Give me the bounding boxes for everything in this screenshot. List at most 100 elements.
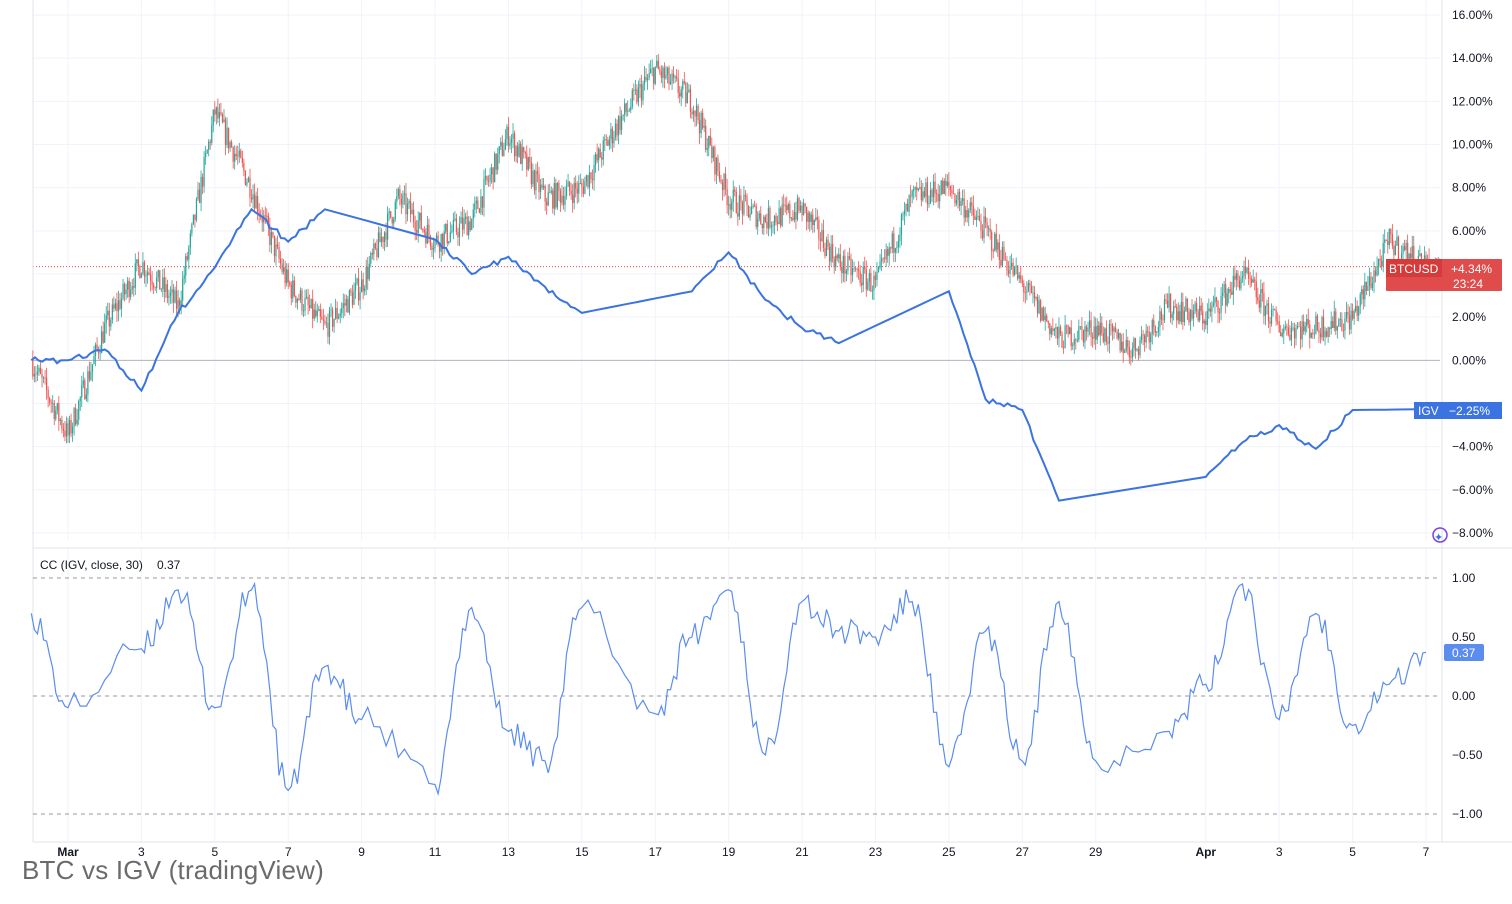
btc-candle <box>738 185 740 221</box>
btc-candle <box>1147 326 1149 337</box>
btc-candle <box>723 172 725 197</box>
btc-candle <box>1373 261 1375 293</box>
btc-candle <box>224 116 227 156</box>
btc-candle <box>451 224 453 234</box>
btc-candle <box>55 405 57 422</box>
btc-candle <box>122 278 124 301</box>
y-tick-main: −6.00% <box>1452 483 1493 497</box>
btc-candle <box>758 210 760 222</box>
btc-candle <box>194 214 196 228</box>
btc-candle <box>374 242 376 251</box>
btc-candle <box>1283 324 1285 345</box>
btc-candle <box>786 196 788 216</box>
btc-candle <box>1226 288 1228 308</box>
x-tick: 7 <box>285 845 292 859</box>
btc-candle <box>1258 294 1260 313</box>
btc-candle <box>870 266 872 293</box>
btc-candle <box>67 417 69 443</box>
btc-candle <box>110 317 112 331</box>
btc-candle <box>1107 336 1109 352</box>
btc-candle <box>1058 317 1060 348</box>
btc-candle <box>1345 301 1348 322</box>
btc-candle <box>1197 308 1199 323</box>
btc-candle <box>1405 239 1407 261</box>
btc-candle <box>1085 324 1088 341</box>
btc-candle <box>532 163 534 188</box>
btc-candle <box>832 235 834 263</box>
btc-candle <box>1043 306 1045 322</box>
btc-candle <box>341 302 343 319</box>
btc-candle <box>917 187 919 192</box>
btc-candle <box>957 188 959 209</box>
btc-candle <box>573 177 575 210</box>
btc-candle <box>241 150 243 168</box>
btc-candle <box>180 290 182 315</box>
btc-candle <box>1125 329 1127 353</box>
image-caption: BTC vs IGV (tradingView) <box>22 855 324 885</box>
btc-candle <box>1049 323 1051 341</box>
btc-candle <box>1038 295 1040 315</box>
btc-tag-value: +4.34% <box>1451 262 1492 276</box>
btc-candle <box>458 216 461 247</box>
btc-candle <box>691 107 693 119</box>
btc-candle <box>624 98 626 123</box>
btc-candle <box>639 77 641 98</box>
btc-candle <box>1370 271 1372 291</box>
btc-candle <box>117 290 120 322</box>
btc-candle <box>561 185 563 206</box>
btc-candle <box>348 289 351 316</box>
btc-candle <box>614 118 617 141</box>
btc-candle <box>523 146 525 159</box>
btc-candle <box>1122 332 1124 363</box>
btc-candle <box>559 188 562 212</box>
btc-candle <box>399 184 401 206</box>
btc-candle <box>99 344 101 361</box>
btc-candle <box>1153 314 1155 336</box>
btc-candle <box>1033 286 1036 307</box>
btc-candle <box>1322 309 1325 342</box>
btc-candle <box>1356 300 1358 321</box>
btc-candle <box>827 234 829 250</box>
btc-candle <box>611 126 614 153</box>
btc-candle <box>703 117 705 133</box>
btc-candle <box>140 272 143 278</box>
sparkle-icon[interactable]: ✦ <box>1432 527 1448 544</box>
btc-candle <box>58 396 60 432</box>
btc-candle <box>93 345 95 365</box>
btc-candle <box>1309 319 1311 349</box>
btc-candle <box>327 313 329 344</box>
btc-candle <box>154 286 156 291</box>
btc-candle <box>668 65 670 91</box>
btc-candle <box>1137 346 1140 361</box>
btc-candle <box>858 261 860 280</box>
btc-candle <box>309 294 311 312</box>
btc-candle <box>1243 260 1245 286</box>
btc-candle <box>809 211 811 232</box>
btc-candle <box>763 214 765 235</box>
btc-candle <box>945 173 947 196</box>
btc-candle <box>390 211 392 219</box>
btc-candle <box>351 284 354 309</box>
btc-candle <box>1066 324 1068 335</box>
btc-candle <box>1393 240 1395 263</box>
btc-candle <box>172 283 175 313</box>
btc-candle <box>229 140 231 152</box>
btc-candle <box>275 237 277 266</box>
btc-candle <box>1082 329 1085 347</box>
btc-candle <box>1277 312 1279 325</box>
x-tick: 5 <box>211 845 218 859</box>
btc-candle <box>1284 320 1286 331</box>
btc-candle <box>160 287 162 293</box>
btc-candle <box>328 306 331 345</box>
btc-candle <box>529 147 531 169</box>
btc-candle <box>920 180 922 207</box>
btc-candle <box>726 178 728 214</box>
btc-candle <box>273 235 276 263</box>
btc-candle <box>651 59 653 77</box>
btc-candle <box>316 303 318 323</box>
btc-candle <box>674 75 676 83</box>
btc-candle <box>919 177 921 190</box>
x-axis: Mar 3 5 7 9 11 13 15 17 19 21 23 25 27 29 Apr 3 5 7 <box>57 845 1429 859</box>
y-tick-main: −4.00% <box>1452 440 1493 454</box>
btc-candle <box>835 246 837 271</box>
